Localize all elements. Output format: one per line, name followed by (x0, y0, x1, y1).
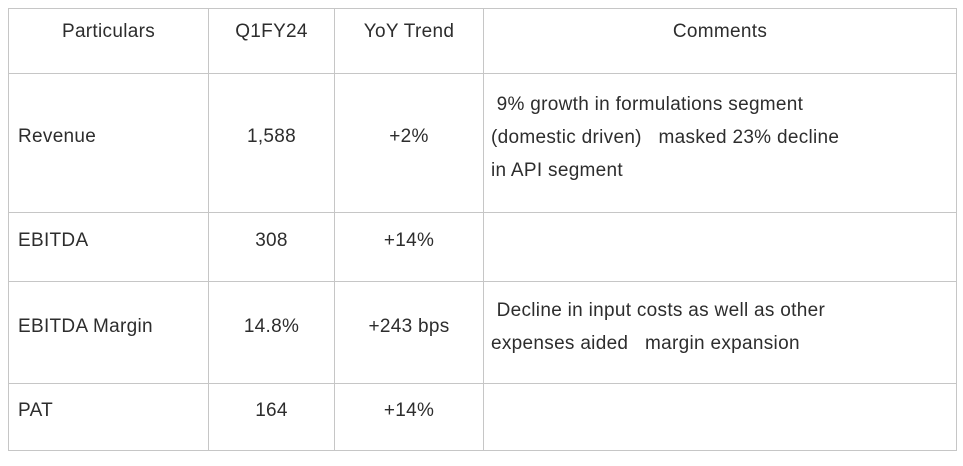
revenue-label: Revenue (8, 73, 209, 213)
column-header-q1fy24: Q1FY24 (208, 8, 335, 74)
pat-label: PAT (8, 383, 209, 451)
pat-value: 164 (208, 383, 335, 451)
ebitda-label: EBITDA (8, 212, 209, 282)
ebitda-margin-label: EBITDA Margin (8, 281, 209, 384)
ebitda-margin-value: 14.8% (208, 281, 335, 384)
column-header-yoy-trend: YoY Trend (334, 8, 484, 74)
quarterly-results-table: Particulars Q1FY24 YoY Trend Comments Re… (8, 8, 957, 451)
ebitda-yoy-trend: +14% (334, 212, 484, 282)
revenue-value: 1,588 (208, 73, 335, 213)
ebitda-comment (483, 212, 957, 282)
pat-comment (483, 383, 957, 451)
column-header-comments: Comments (483, 8, 957, 74)
column-header-particulars: Particulars (8, 8, 209, 74)
table-header-row: Particulars Q1FY24 YoY Trend Comments (8, 8, 957, 74)
table-row-revenue: Revenue 1,588 +2% 9% growth in formulati… (8, 73, 957, 213)
table-row-ebitda: EBITDA 308 +14% (8, 212, 957, 282)
ebitda-margin-comment: Decline in input costs as well as other … (483, 281, 957, 384)
revenue-yoy-trend: +2% (334, 73, 484, 213)
table-row-pat: PAT 164 +14% (8, 383, 957, 451)
ebitda-margin-yoy-trend: +243 bps (334, 281, 484, 384)
ebitda-value: 308 (208, 212, 335, 282)
table-row-ebitda-margin: EBITDA Margin 14.8% +243 bps Decline in … (8, 281, 957, 384)
pat-yoy-trend: +14% (334, 383, 484, 451)
revenue-comment: 9% growth in formulations segment (domes… (483, 73, 957, 213)
